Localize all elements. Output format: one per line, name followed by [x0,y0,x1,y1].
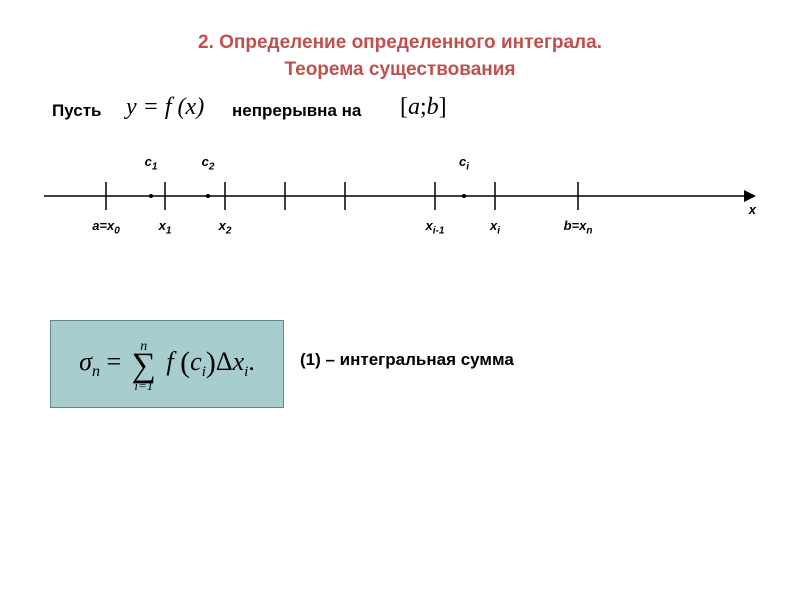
let-word: Пусть [52,101,101,121]
slide-title: 2. Определение определенного интеграла. … [0,0,800,83]
title-line1: 2. Определение определенного интеграла. [198,32,602,53]
tick-bottom-label: a=x0 [92,218,120,237]
tick-bottom-label: xi [490,218,500,237]
formula-caption: (1) – интегральная сумма [300,350,514,370]
integral-sum-formula-box: σn = n ∑ i=1 f (ci)Δxi. [50,320,284,408]
continuous-word: непрерывна на [232,101,361,121]
tick-top-label: c2 [202,154,215,173]
tick-bottom-label: b=xn [564,218,593,237]
tick-top-label: c1 [145,154,158,173]
tick-top-label: ci [459,154,469,173]
function-expression: y = f (x) [126,94,204,121]
interval-expression: [a;b] [400,94,447,121]
x-axis-label: x [749,202,756,217]
title-line2: Теорема существования [284,59,515,80]
tick-bottom-label: xi-1 [426,218,445,237]
tick-bottom-label: x1 [159,218,172,237]
integral-sum-formula: σn = n ∑ i=1 f (ci)Δxi. [79,338,255,390]
tick-bottom-label: x2 [219,218,232,237]
number-line-diagram: a=x0 c1 x1 c2 x2 xi-1 ci xi b=xn x [44,150,756,270]
